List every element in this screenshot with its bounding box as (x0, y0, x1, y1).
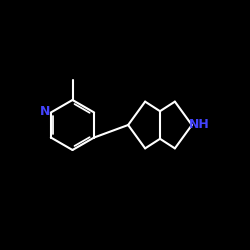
Text: NH: NH (188, 118, 209, 132)
Text: N: N (40, 105, 50, 118)
